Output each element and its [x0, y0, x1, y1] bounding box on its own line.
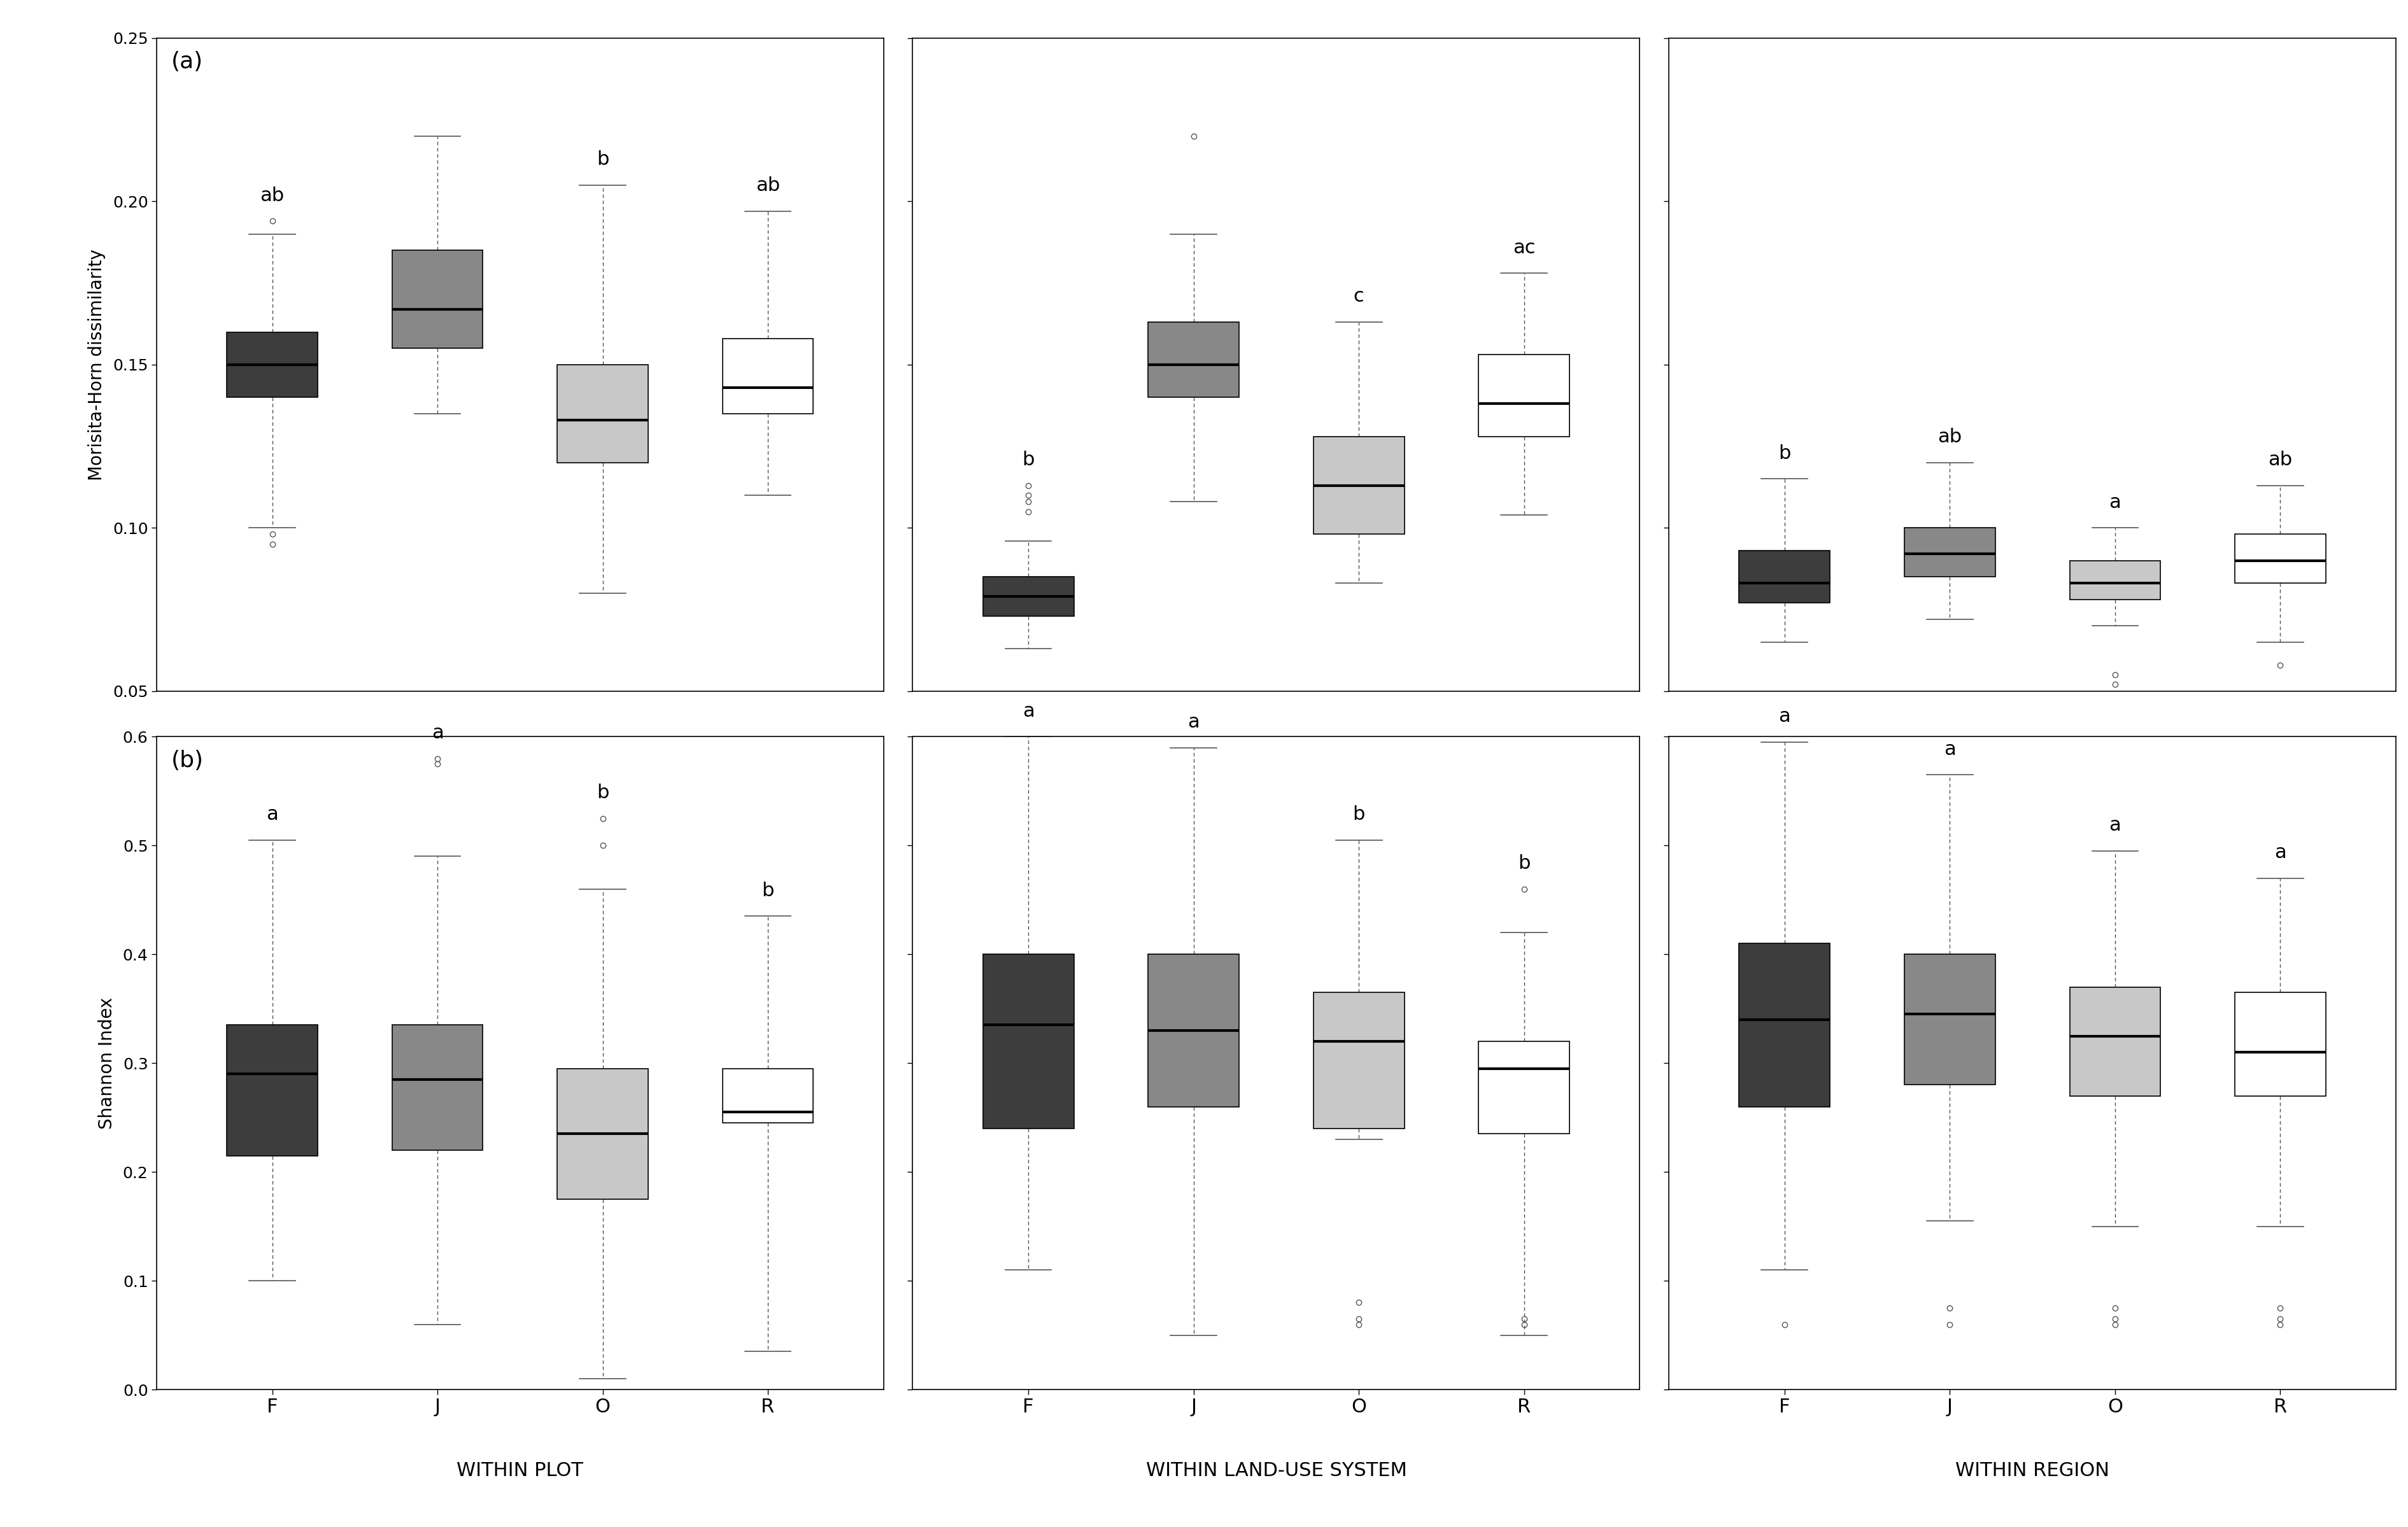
Text: (a): (a)	[171, 52, 202, 73]
Text: b: b	[1353, 805, 1365, 823]
Bar	[1312, 993, 1404, 1128]
Bar	[722, 1069, 814, 1122]
Bar	[226, 331, 318, 397]
Text: a: a	[267, 805, 279, 823]
Y-axis label: Morisita-Horn dissimilarity: Morisita-Horn dissimilarity	[87, 249, 106, 481]
Text: a: a	[2273, 843, 2285, 861]
Bar	[2068, 986, 2160, 1096]
Text: b: b	[1517, 854, 1529, 873]
Y-axis label: Shannon Index: Shannon Index	[99, 997, 116, 1128]
Bar	[226, 1025, 318, 1156]
Bar	[1149, 954, 1240, 1107]
Bar	[393, 1025, 484, 1150]
Text: ab: ab	[756, 177, 780, 195]
Text: ab: ab	[260, 186, 284, 205]
Text: c: c	[1353, 287, 1365, 305]
Text: ab: ab	[1938, 428, 1963, 446]
Text: b: b	[597, 150, 609, 169]
Text: a: a	[1023, 702, 1035, 721]
Bar	[1312, 437, 1404, 534]
Text: b: b	[1780, 444, 1792, 463]
Text: ab: ab	[2268, 450, 2292, 469]
Bar	[982, 954, 1074, 1128]
Bar	[2235, 534, 2326, 583]
Text: a: a	[2109, 493, 2121, 512]
Bar	[982, 577, 1074, 615]
Text: b: b	[761, 881, 773, 899]
Text: b: b	[597, 783, 609, 802]
Text: WITHIN PLOT: WITHIN PLOT	[458, 1461, 583, 1480]
Bar	[1905, 528, 1996, 577]
Bar	[556, 365, 648, 463]
Bar	[1905, 954, 1996, 1084]
Bar	[722, 339, 814, 414]
Text: ac: ac	[1512, 238, 1536, 257]
Text: a: a	[1780, 707, 1792, 725]
Bar	[2068, 560, 2160, 600]
Text: a: a	[1943, 741, 1955, 759]
Bar	[1149, 322, 1240, 397]
Text: WITHIN REGION: WITHIN REGION	[1955, 1461, 2109, 1480]
Bar	[393, 250, 484, 348]
Text: a: a	[2109, 817, 2121, 835]
Bar	[1739, 944, 1830, 1107]
Text: a: a	[431, 724, 443, 742]
Bar	[1479, 354, 1570, 437]
Text: WITHIN LAND-USE SYSTEM: WITHIN LAND-USE SYSTEM	[1146, 1461, 1406, 1480]
Text: (b): (b)	[171, 750, 205, 771]
Bar	[2235, 993, 2326, 1096]
Bar	[1739, 551, 1830, 603]
Bar	[556, 1069, 648, 1199]
Bar	[1479, 1041, 1570, 1135]
Text: b: b	[1023, 450, 1035, 469]
Text: a: a	[1187, 713, 1199, 731]
